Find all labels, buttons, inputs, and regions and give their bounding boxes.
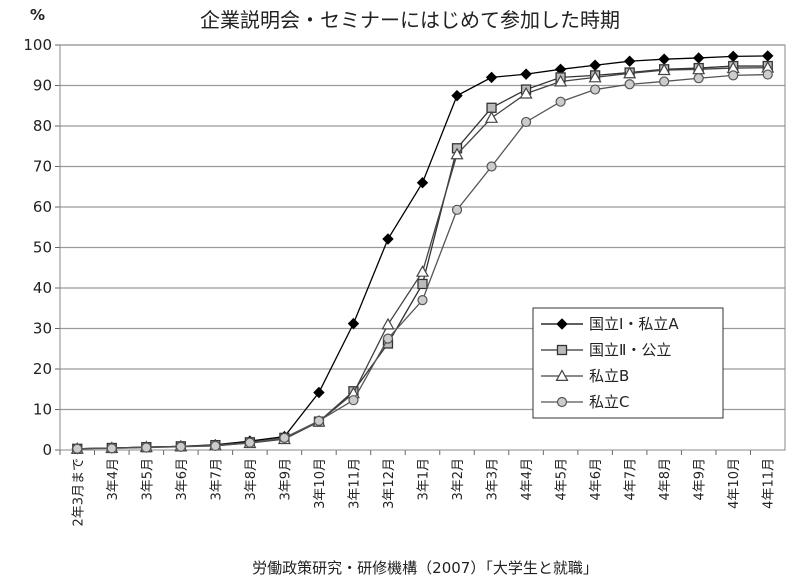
legend-item-0: 国立Ⅰ・私立A [541,315,679,333]
data-point-0-10 [416,176,429,189]
data-point-0-20 [762,50,774,62]
y-tick-label-90: 90 [33,77,52,95]
data-point-2-16 [623,66,637,79]
data-point-0-18 [692,52,705,64]
x-tick-label-7: 3年10月 [313,458,328,509]
data-point-3-6 [279,432,290,443]
legend-item-2: 私立B [541,367,629,385]
data-point-1-10 [417,278,428,290]
data-point-0-8 [347,317,360,330]
y-tick-label-30: 30 [33,320,52,338]
x-tick-label-12: 3年3月 [486,458,501,501]
x-tick-label-14: 4年5月 [555,458,570,501]
x-tick-label-8: 3年11月 [347,458,362,509]
x-tick-label-16: 4年7月 [624,458,639,501]
x-tick-label-18: 4年9月 [693,458,708,501]
x-tick-label-1: 3年4月 [106,458,121,501]
legend-marker-1 [556,344,568,356]
data-point-2-15 [588,70,602,83]
plot-area [59,44,786,451]
y-tick-label-0: 0 [42,441,52,459]
data-point-3-15 [590,84,601,95]
data-point-3-11 [451,204,463,215]
y-axis-ticks: 0 10 20 30 40 50 60 70 80 90 100 [23,36,60,459]
data-point-3-9 [382,333,394,344]
x-tick-label-19: 4年10月 [727,458,742,509]
data-point-0-15 [589,59,601,71]
source-note: 労働政策研究・研修機構（2007）「大学生と就職」 [252,559,598,577]
x-tick-label-2: 3年5月 [140,458,155,501]
x-tick-label-10: 3年1月 [417,458,432,501]
x-tick-label-17: 4年8月 [658,458,673,501]
legend-item-3: 私立C [541,393,629,411]
data-point-3-5 [244,437,255,448]
y-tick-label-10: 10 [33,401,52,419]
y-tick-label-50: 50 [33,239,52,257]
legend-label-2: 私立B [589,367,629,385]
data-point-3-1 [106,443,117,454]
legend-label-1: 国立Ⅱ・公立 [589,341,671,359]
x-tick-label-11: 3年2月 [451,458,466,501]
legend-marker-2 [555,369,569,381]
series-layer [70,50,775,455]
data-point-0-19 [727,50,739,63]
data-point-2-11 [450,147,464,160]
data-point-3-12 [486,161,497,172]
x-tick-label-15: 4年6月 [589,458,604,501]
data-point-3-10 [417,295,428,306]
chart-title: 企業説明会・セミナーにはじめて参加した時期 [200,8,620,32]
data-point-2-13 [519,86,533,99]
data-point-3-16 [624,79,635,90]
data-point-3-4 [210,440,221,452]
data-point-3-14 [555,96,566,107]
data-point-2-10 [415,265,430,277]
legend-label-0: 国立Ⅰ・私立A [589,315,679,333]
x-tick-label-9: 3年12月 [382,458,397,509]
data-point-3-2 [141,442,152,453]
data-point-2-14 [554,74,568,87]
legend-item-1: 国立Ⅱ・公立 [541,341,671,359]
data-point-2-9 [381,317,395,330]
legend-label-3: 私立C [589,393,629,411]
data-point-3-20 [762,69,773,80]
data-point-2-12 [485,111,499,123]
x-tick-label-0: 2年3月まで [71,458,86,527]
y-tick-label-80: 80 [33,117,52,135]
series-3 [72,69,773,454]
data-point-0-17 [658,53,670,65]
data-point-3-7 [313,415,325,426]
x-tick-label-20: 4年11月 [762,458,777,509]
data-point-0-16 [623,55,636,67]
data-point-0-9 [382,233,394,245]
data-point-2-17 [657,63,671,76]
x-axis-ticks: 2年3月まで 3年4月 3年5月 3年6月 3年7月 3年8月 3年9月 3年10月 3年11月… [59,450,777,527]
data-point-3-19 [728,70,739,81]
data-point-3-18 [693,73,704,84]
data-point-0-13 [520,68,532,80]
data-point-3-8 [348,395,359,406]
data-point-3-3 [175,441,186,452]
data-point-0-11 [451,89,463,102]
x-tick-label-5: 3年8月 [244,458,259,501]
y-tick-label-100: 100 [23,36,52,54]
y-tick-label-40: 40 [33,279,52,297]
data-point-0-12 [485,71,498,84]
y-tick-label-20: 20 [33,360,52,378]
x-tick-label-4: 3年7月 [209,458,224,501]
data-point-1-12 [486,102,497,113]
y-axis-unit: % [30,6,45,24]
x-tick-label-13: 4年4月 [520,458,535,501]
data-point-3-13 [520,116,532,128]
data-point-3-0 [72,443,83,454]
legend-marker-3 [556,396,568,408]
x-tick-label-6: 3年9月 [278,458,293,501]
y-tick-label-60: 60 [33,198,52,216]
legend-marker-0 [556,318,568,330]
x-tick-label-3: 3年6月 [175,458,190,501]
data-point-3-17 [659,76,670,87]
y-tick-label-70: 70 [33,158,52,176]
data-point-0-7 [313,386,325,399]
